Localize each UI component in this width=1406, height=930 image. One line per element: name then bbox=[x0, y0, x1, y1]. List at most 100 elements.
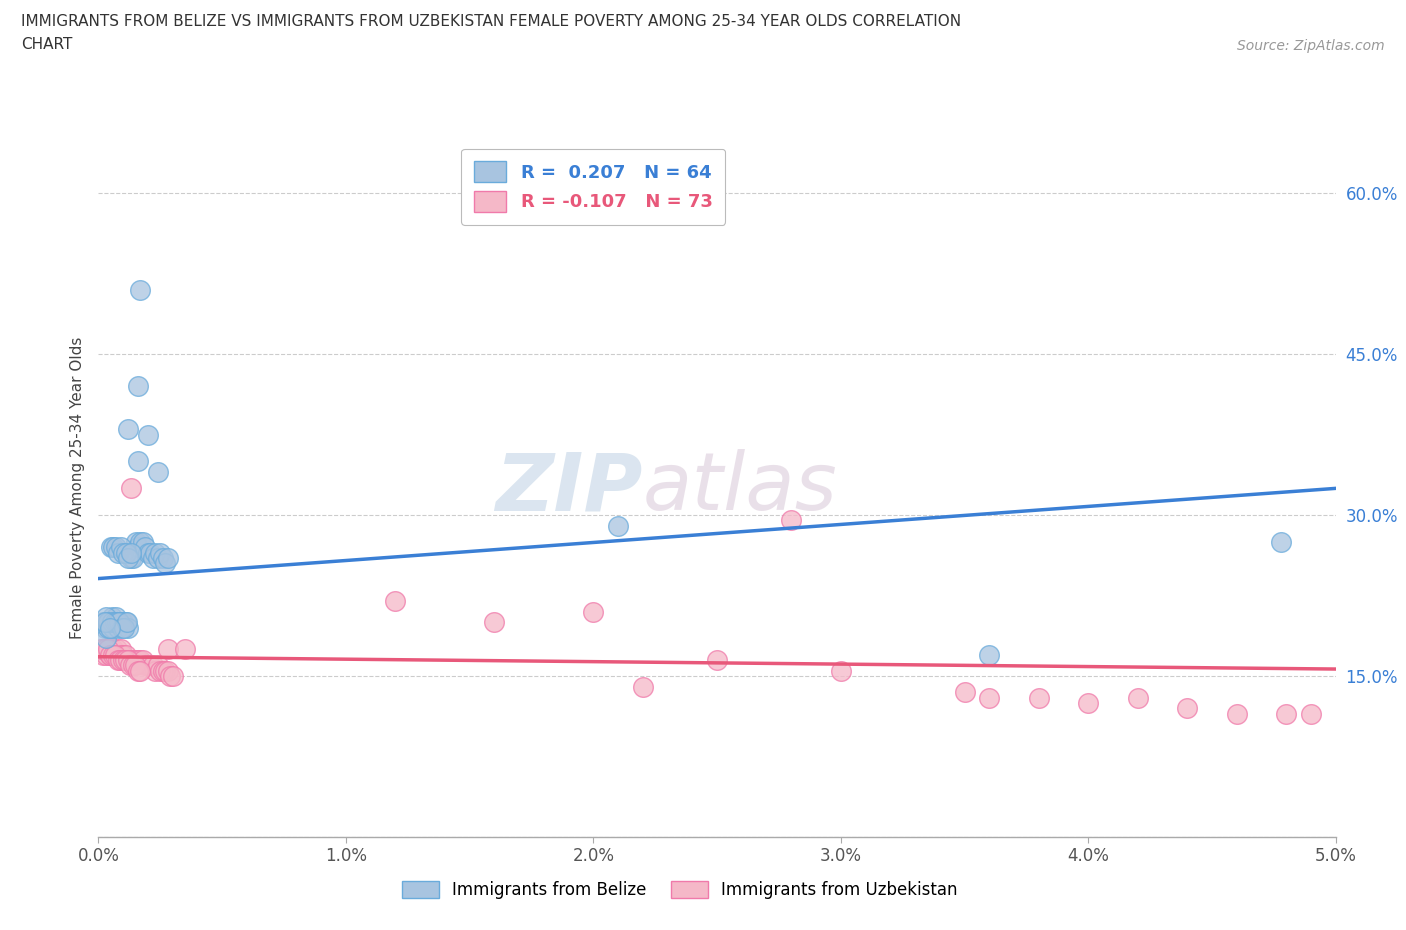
Point bbox=[159, 669, 181, 684]
Point bbox=[93, 615, 115, 630]
Point bbox=[108, 653, 131, 668]
Point bbox=[110, 615, 132, 630]
Point bbox=[1226, 706, 1249, 721]
Point bbox=[104, 647, 127, 662]
Point bbox=[120, 658, 142, 672]
Point bbox=[97, 642, 120, 657]
Y-axis label: Female Poverty Among 25-34 Year Olds: Female Poverty Among 25-34 Year Olds bbox=[69, 337, 84, 640]
Point bbox=[103, 647, 125, 662]
Point bbox=[98, 620, 121, 635]
Point bbox=[129, 535, 152, 550]
Point bbox=[120, 481, 142, 496]
Point bbox=[384, 593, 406, 608]
Point bbox=[136, 427, 159, 442]
Point bbox=[103, 615, 125, 630]
Point bbox=[1077, 696, 1099, 711]
Text: atlas: atlas bbox=[643, 449, 838, 527]
Point bbox=[631, 679, 654, 694]
Point bbox=[111, 653, 134, 668]
Point bbox=[117, 620, 139, 635]
Point bbox=[107, 545, 129, 560]
Point bbox=[143, 545, 166, 560]
Text: ZIP: ZIP bbox=[495, 449, 643, 527]
Point bbox=[96, 642, 118, 657]
Point bbox=[607, 518, 630, 533]
Point bbox=[953, 684, 976, 699]
Text: Source: ZipAtlas.com: Source: ZipAtlas.com bbox=[1237, 39, 1385, 53]
Point bbox=[127, 663, 149, 678]
Point bbox=[105, 615, 128, 630]
Point bbox=[104, 609, 127, 624]
Point bbox=[112, 615, 135, 630]
Point bbox=[112, 620, 135, 635]
Point bbox=[111, 647, 134, 662]
Point bbox=[127, 379, 149, 393]
Point bbox=[129, 283, 152, 298]
Point bbox=[90, 642, 112, 657]
Point bbox=[105, 615, 128, 630]
Point bbox=[127, 653, 149, 668]
Point bbox=[114, 615, 136, 630]
Point bbox=[101, 647, 124, 662]
Point bbox=[1028, 690, 1050, 705]
Point bbox=[91, 642, 114, 657]
Point bbox=[155, 663, 177, 678]
Point bbox=[174, 642, 197, 657]
Point bbox=[152, 663, 174, 678]
Point bbox=[120, 551, 142, 565]
Point bbox=[1175, 701, 1198, 716]
Point bbox=[1275, 706, 1298, 721]
Point bbox=[979, 647, 1001, 662]
Point bbox=[93, 642, 115, 657]
Text: IMMIGRANTS FROM BELIZE VS IMMIGRANTS FROM UZBEKISTAN FEMALE POVERTY AMONG 25-34 : IMMIGRANTS FROM BELIZE VS IMMIGRANTS FRO… bbox=[21, 14, 962, 29]
Point bbox=[142, 551, 165, 565]
Point bbox=[101, 615, 124, 630]
Point bbox=[108, 647, 131, 662]
Point bbox=[94, 642, 117, 657]
Point bbox=[124, 535, 146, 550]
Point bbox=[149, 663, 172, 678]
Point bbox=[117, 551, 139, 565]
Point bbox=[101, 609, 124, 624]
Point bbox=[780, 513, 803, 528]
Point bbox=[107, 620, 129, 635]
Point bbox=[706, 653, 728, 668]
Point bbox=[100, 539, 122, 554]
Point bbox=[136, 658, 159, 672]
Point bbox=[97, 620, 120, 635]
Text: CHART: CHART bbox=[21, 37, 73, 52]
Point bbox=[94, 647, 117, 662]
Point bbox=[98, 647, 121, 662]
Point bbox=[111, 615, 134, 630]
Point bbox=[105, 642, 128, 657]
Point bbox=[100, 615, 122, 630]
Point bbox=[101, 647, 124, 662]
Point bbox=[97, 642, 120, 657]
Point bbox=[121, 658, 143, 672]
Point bbox=[98, 615, 121, 630]
Point bbox=[830, 663, 852, 678]
Point bbox=[103, 642, 125, 657]
Point bbox=[139, 658, 162, 672]
Point bbox=[134, 658, 156, 672]
Point bbox=[110, 539, 132, 554]
Point bbox=[93, 620, 115, 635]
Point bbox=[114, 545, 136, 560]
Point bbox=[134, 539, 156, 554]
Point bbox=[94, 631, 117, 646]
Point bbox=[156, 663, 179, 678]
Point bbox=[132, 535, 155, 550]
Point bbox=[108, 615, 131, 630]
Point bbox=[127, 454, 149, 469]
Point bbox=[129, 653, 152, 668]
Point bbox=[110, 642, 132, 657]
Point bbox=[117, 653, 139, 668]
Point bbox=[146, 465, 169, 480]
Point bbox=[142, 658, 165, 672]
Legend: Immigrants from Belize, Immigrants from Uzbekistan: Immigrants from Belize, Immigrants from … bbox=[395, 874, 965, 906]
Point bbox=[103, 539, 125, 554]
Point bbox=[582, 604, 605, 619]
Point bbox=[107, 647, 129, 662]
Point bbox=[120, 545, 142, 560]
Point bbox=[129, 663, 152, 678]
